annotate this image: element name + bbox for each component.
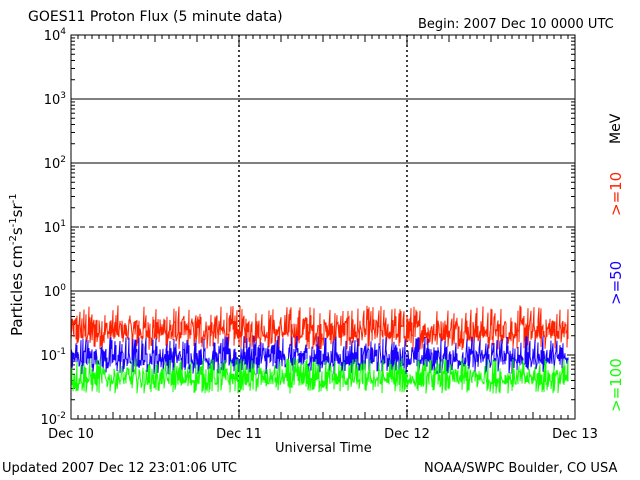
plot-frame: [70, 34, 576, 420]
y-tick-label: 10-1: [40, 347, 66, 364]
y-tick-label: 103: [44, 91, 66, 108]
y-tick-label: 104: [44, 27, 67, 44]
chart-title: GOES11 Proton Flux (5 minute data): [28, 9, 283, 25]
x-tick-label: Dec 12: [384, 427, 430, 442]
y-axis-label: Particles cm-2s-1sr-1: [6, 193, 26, 336]
series-gt100-line: [70, 357, 569, 394]
source-credit: NOAA/SWPC Boulder, CO USA: [424, 461, 618, 476]
y-tick-label: 102: [44, 155, 66, 172]
updated-time: Updated 2007 Dec 12 23:01:06 UTC: [2, 461, 237, 476]
x-tick-label: Dec 11: [216, 427, 262, 442]
y-tick-label: 100: [44, 283, 67, 300]
series-gt50-line: [70, 335, 569, 375]
series-gt10-line: [70, 305, 569, 350]
x-tick-label: Dec 10: [48, 427, 94, 442]
y-tick-label: 10-2: [40, 411, 66, 428]
y-axis-label-s: s: [8, 227, 26, 236]
y-axis-label-base: Particles cm: [8, 245, 26, 336]
y-tick-label: 101: [44, 219, 66, 236]
x-tick-label: Dec 13: [552, 427, 598, 442]
begin-time: Begin: 2007 Dec 10 0000 UTC: [418, 17, 614, 32]
x-axis-label: Universal Time: [275, 441, 372, 456]
y-axis-label-exp3: -1: [8, 193, 19, 204]
legend-series-gt100: >=100: [607, 358, 625, 412]
legend-series-gt10: >=10: [607, 171, 625, 216]
y-axis-label-exp2: -1: [8, 217, 19, 228]
y-axis-label-sr: sr: [8, 203, 26, 218]
legend-unit: MeV: [608, 113, 624, 144]
y-axis-label-exp1: -2: [8, 235, 19, 246]
legend-series-gt50: >=50: [607, 260, 625, 305]
